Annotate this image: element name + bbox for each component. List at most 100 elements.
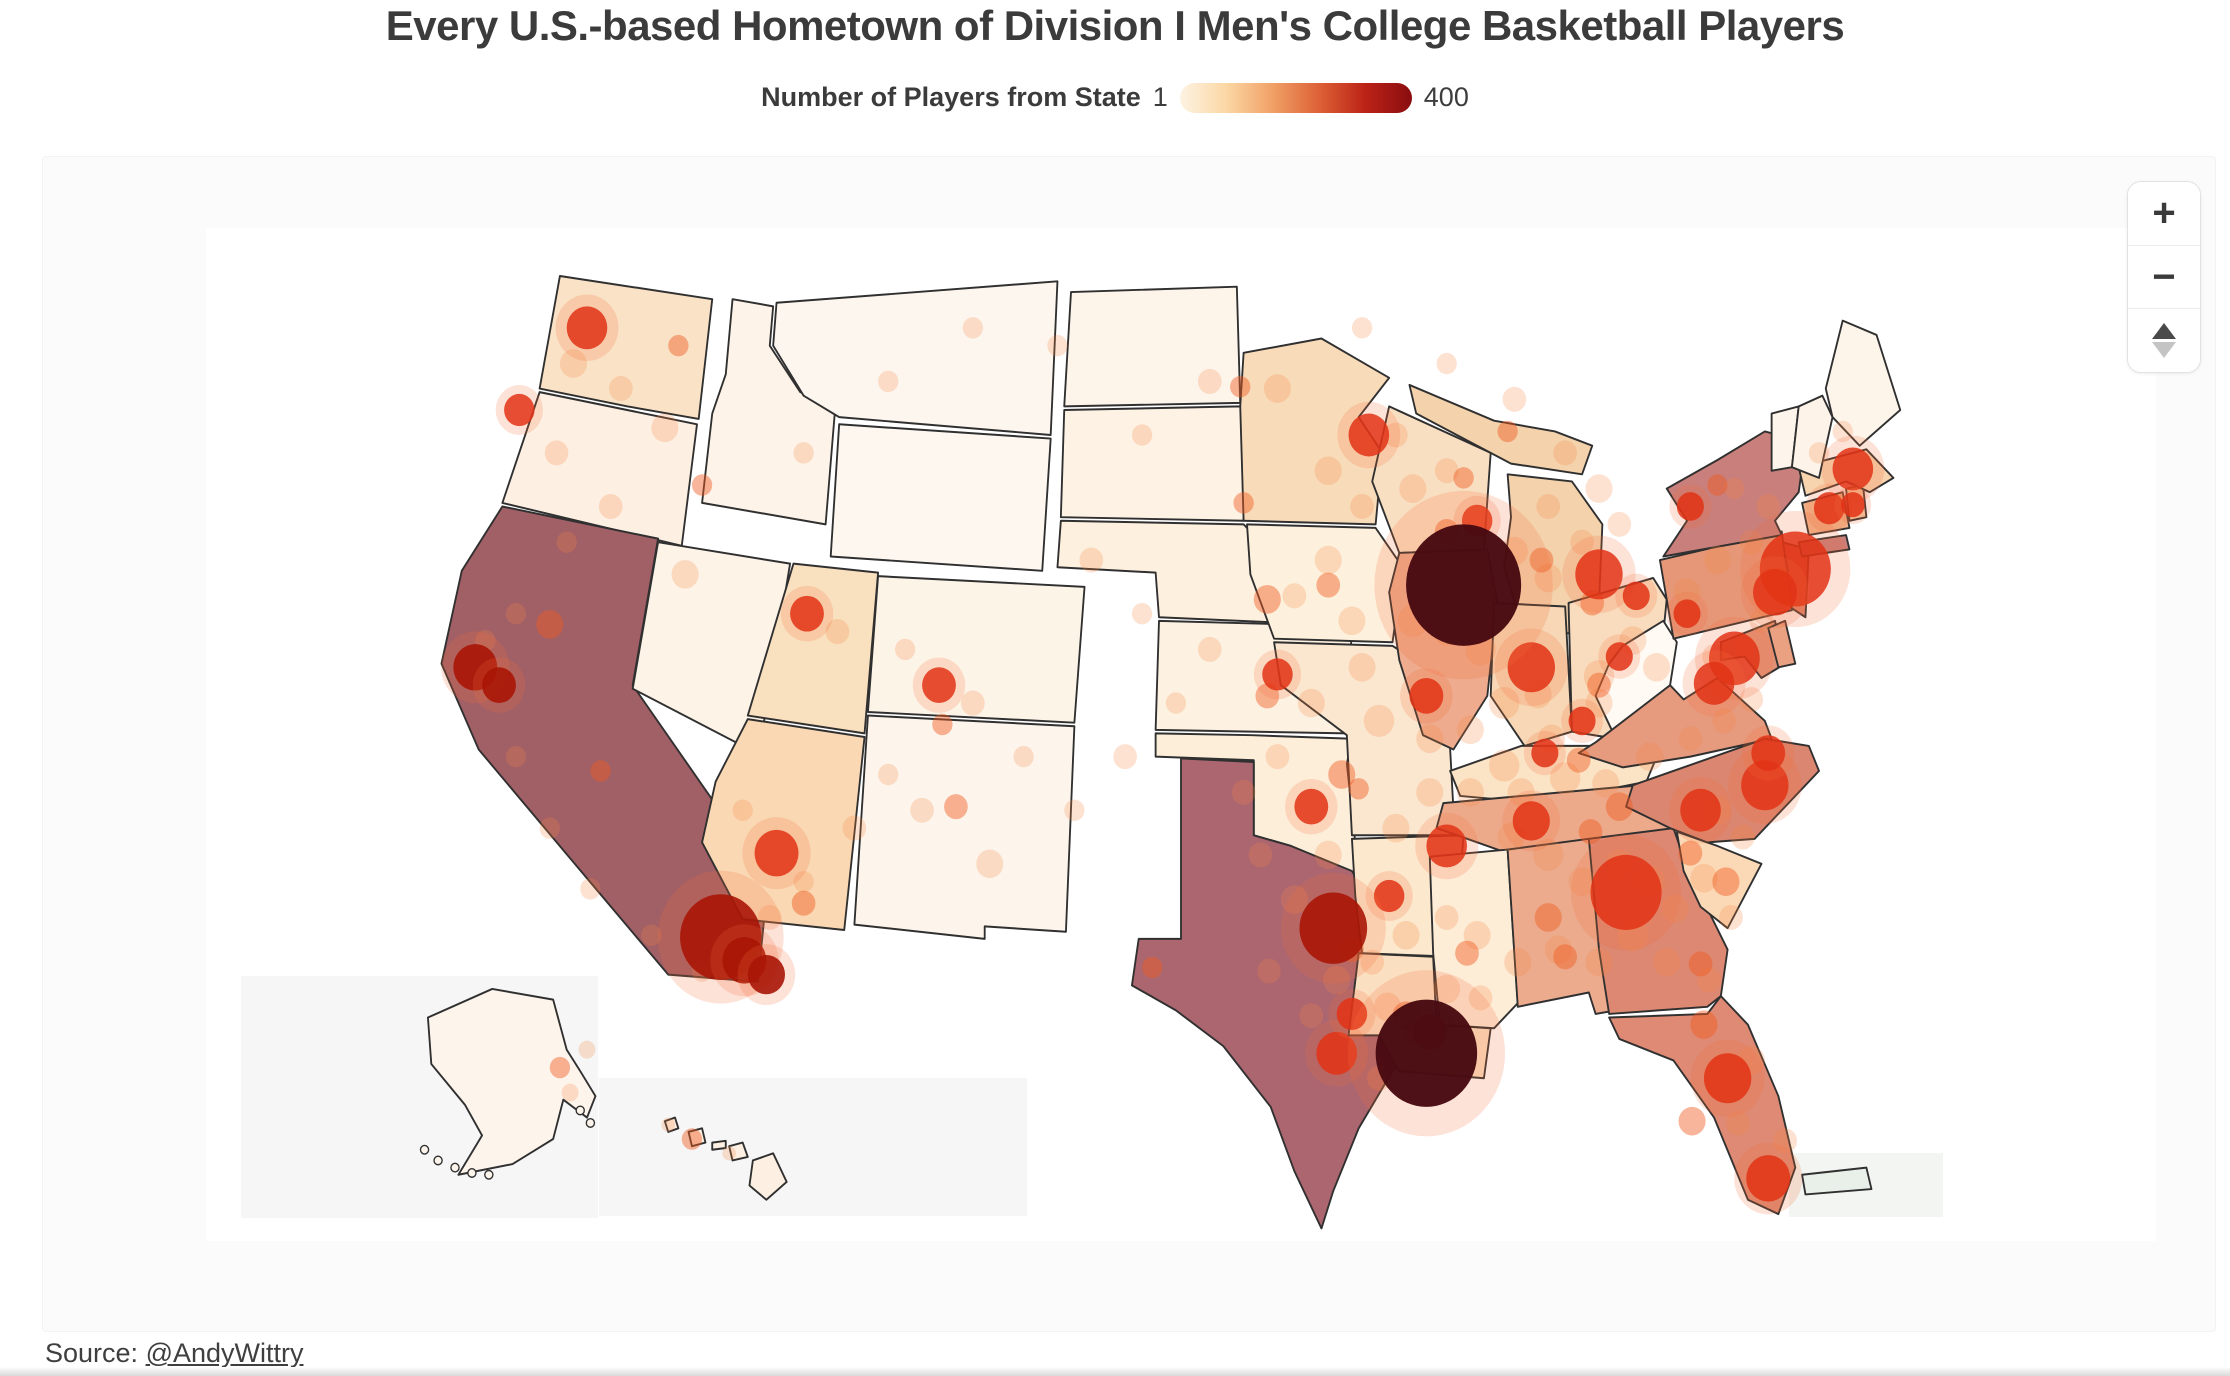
hometown-bubble[interactable]	[1314, 840, 1342, 870]
state-SD[interactable]	[1059, 405, 1248, 522]
hometown-bubble[interactable]	[1690, 1010, 1718, 1039]
hometown-bubble[interactable]	[1753, 569, 1797, 616]
state-PR[interactable]	[1801, 1166, 1873, 1196]
hometown-bubble[interactable]	[1328, 760, 1356, 789]
hometown-bubble[interactable]	[651, 413, 679, 443]
hometown-bubble[interactable]	[1568, 706, 1596, 736]
hometown-bubble[interactable]	[1489, 686, 1520, 720]
hometown-bubble[interactable]	[1504, 947, 1532, 977]
hometown-bubble[interactable]	[1348, 778, 1369, 800]
hometown-bubble[interactable]	[1131, 602, 1153, 625]
hometown-bubble[interactable]	[1416, 778, 1444, 807]
hometown-bubble[interactable]	[1544, 935, 1572, 964]
hometown-bubble[interactable]	[1384, 422, 1408, 448]
hometown-bubble[interactable]	[1047, 334, 1068, 357]
hometown-bubble[interactable]	[1703, 1053, 1752, 1104]
hometown-bubble[interactable]	[1678, 840, 1703, 866]
hometown-bubble[interactable]	[1263, 374, 1291, 403]
hometown-bubble[interactable]	[793, 871, 814, 893]
hometown-bubble[interactable]	[1678, 726, 1703, 752]
hometown-bubble[interactable]	[1409, 678, 1444, 714]
hometown-bubble[interactable]	[1746, 1155, 1791, 1202]
hometown-bubble[interactable]	[1299, 1003, 1324, 1029]
hometown-bubble[interactable]	[1433, 974, 1461, 1004]
state-FL[interactable]	[1608, 995, 1797, 1216]
hometown-bubble[interactable]	[691, 474, 713, 496]
hometown-bubble[interactable]	[1575, 549, 1623, 600]
hometown-bubble[interactable]	[1605, 792, 1633, 821]
hometown-bubble[interactable]	[1468, 985, 1493, 1011]
hometown-bubble[interactable]	[1434, 904, 1459, 930]
hometown-bubble[interactable]	[1265, 744, 1290, 770]
hometown-bubble[interactable]	[1673, 599, 1701, 628]
hometown-bubble[interactable]	[556, 531, 577, 553]
hometown-bubble[interactable]	[1756, 493, 1781, 519]
state-ME[interactable]	[1824, 319, 1902, 447]
hometown-bubble[interactable]	[878, 763, 899, 786]
hometown-bubble[interactable]	[1113, 744, 1137, 770]
hometown-bubble[interactable]	[1323, 965, 1351, 995]
state-UT[interactable]	[746, 562, 880, 735]
hometown-bubble[interactable]	[1197, 636, 1222, 662]
hometown-bubble[interactable]	[1549, 762, 1581, 795]
state-IA[interactable]	[1246, 523, 1404, 644]
state-SC[interactable]	[1675, 830, 1763, 930]
hometown-bubble[interactable]	[1773, 1128, 1797, 1154]
hometown-bubble[interactable]	[1373, 879, 1405, 913]
hometown-bubble[interactable]	[722, 1146, 736, 1161]
hometown-bubble[interactable]	[1299, 892, 1368, 964]
hometown-bubble[interactable]	[1688, 951, 1713, 977]
hometown-bubble[interactable]	[1751, 735, 1786, 771]
hometown-bubble[interactable]	[1585, 474, 1613, 503]
state-MT[interactable]	[772, 280, 1059, 436]
hometown-bubble[interactable]	[1231, 779, 1256, 805]
hometown-bubble[interactable]	[1453, 467, 1474, 489]
hometown-bubble[interactable]	[580, 878, 601, 900]
hometown-bubble[interactable]	[1570, 529, 1594, 555]
hometown-bubble[interactable]	[1348, 653, 1376, 682]
hometown-bubble[interactable]	[1568, 867, 1596, 897]
hometown-bubble[interactable]	[944, 794, 968, 820]
hometown-bubble[interactable]	[1363, 704, 1395, 737]
hometown-bubble[interactable]	[825, 619, 850, 645]
hometown-bubble[interactable]	[1336, 997, 1368, 1031]
hometown-bubble[interactable]	[539, 817, 560, 839]
hometown-bubble[interactable]	[1673, 577, 1701, 607]
hometown-bubble[interactable]	[1233, 492, 1254, 514]
hometown-bubble[interactable]	[504, 393, 535, 427]
hometown-bubble[interactable]	[1534, 563, 1562, 593]
hometown-bubble[interactable]	[482, 667, 516, 704]
hometown-bubble[interactable]	[1280, 885, 1308, 914]
hometown-bubble[interactable]	[1661, 894, 1689, 923]
hometown-bubble[interactable]	[1841, 492, 1865, 518]
hometown-bubble[interactable]	[842, 815, 867, 841]
state-HI[interactable]	[728, 1141, 749, 1162]
hometown-bubble[interactable]	[1436, 352, 1457, 375]
hometown-bubble[interactable]	[1653, 947, 1681, 977]
hometown-bubble[interactable]	[1350, 493, 1374, 519]
hometown-bubble[interactable]	[566, 306, 608, 350]
hometown-bubble[interactable]	[1553, 944, 1577, 970]
hometown-bubble[interactable]	[757, 904, 782, 930]
hometown-bubble[interactable]	[1690, 863, 1718, 893]
hometown-bubble[interactable]	[1739, 529, 1764, 555]
hometown-bubble[interactable]	[1316, 1031, 1357, 1075]
hometown-bubble[interactable]	[1456, 778, 1484, 807]
zoom-out-button[interactable]: −	[2128, 244, 2200, 309]
hometown-bubble[interactable]	[1636, 742, 1664, 771]
hometown-bubble[interactable]	[1712, 708, 1737, 734]
hometown-bubble[interactable]	[1230, 376, 1251, 398]
hometown-bubble[interactable]	[1739, 686, 1764, 712]
hometown-bubble[interactable]	[1079, 547, 1104, 573]
hometown-bubble[interactable]	[1455, 940, 1479, 966]
state-AK[interactable]	[426, 987, 597, 1176]
hometown-bubble[interactable]	[1680, 788, 1721, 832]
source-link[interactable]: @AndyWittry	[145, 1338, 304, 1368]
hometown-bubble[interactable]	[1534, 903, 1562, 932]
hometown-bubble[interactable]	[1592, 769, 1620, 798]
hometown-bubble[interactable]	[1463, 921, 1491, 950]
hometown-bubble[interactable]	[549, 1056, 571, 1079]
hometown-bubble[interactable]	[1502, 386, 1527, 412]
hometown-bubble[interactable]	[1529, 547, 1554, 573]
hometown-bubble[interactable]	[895, 638, 916, 661]
